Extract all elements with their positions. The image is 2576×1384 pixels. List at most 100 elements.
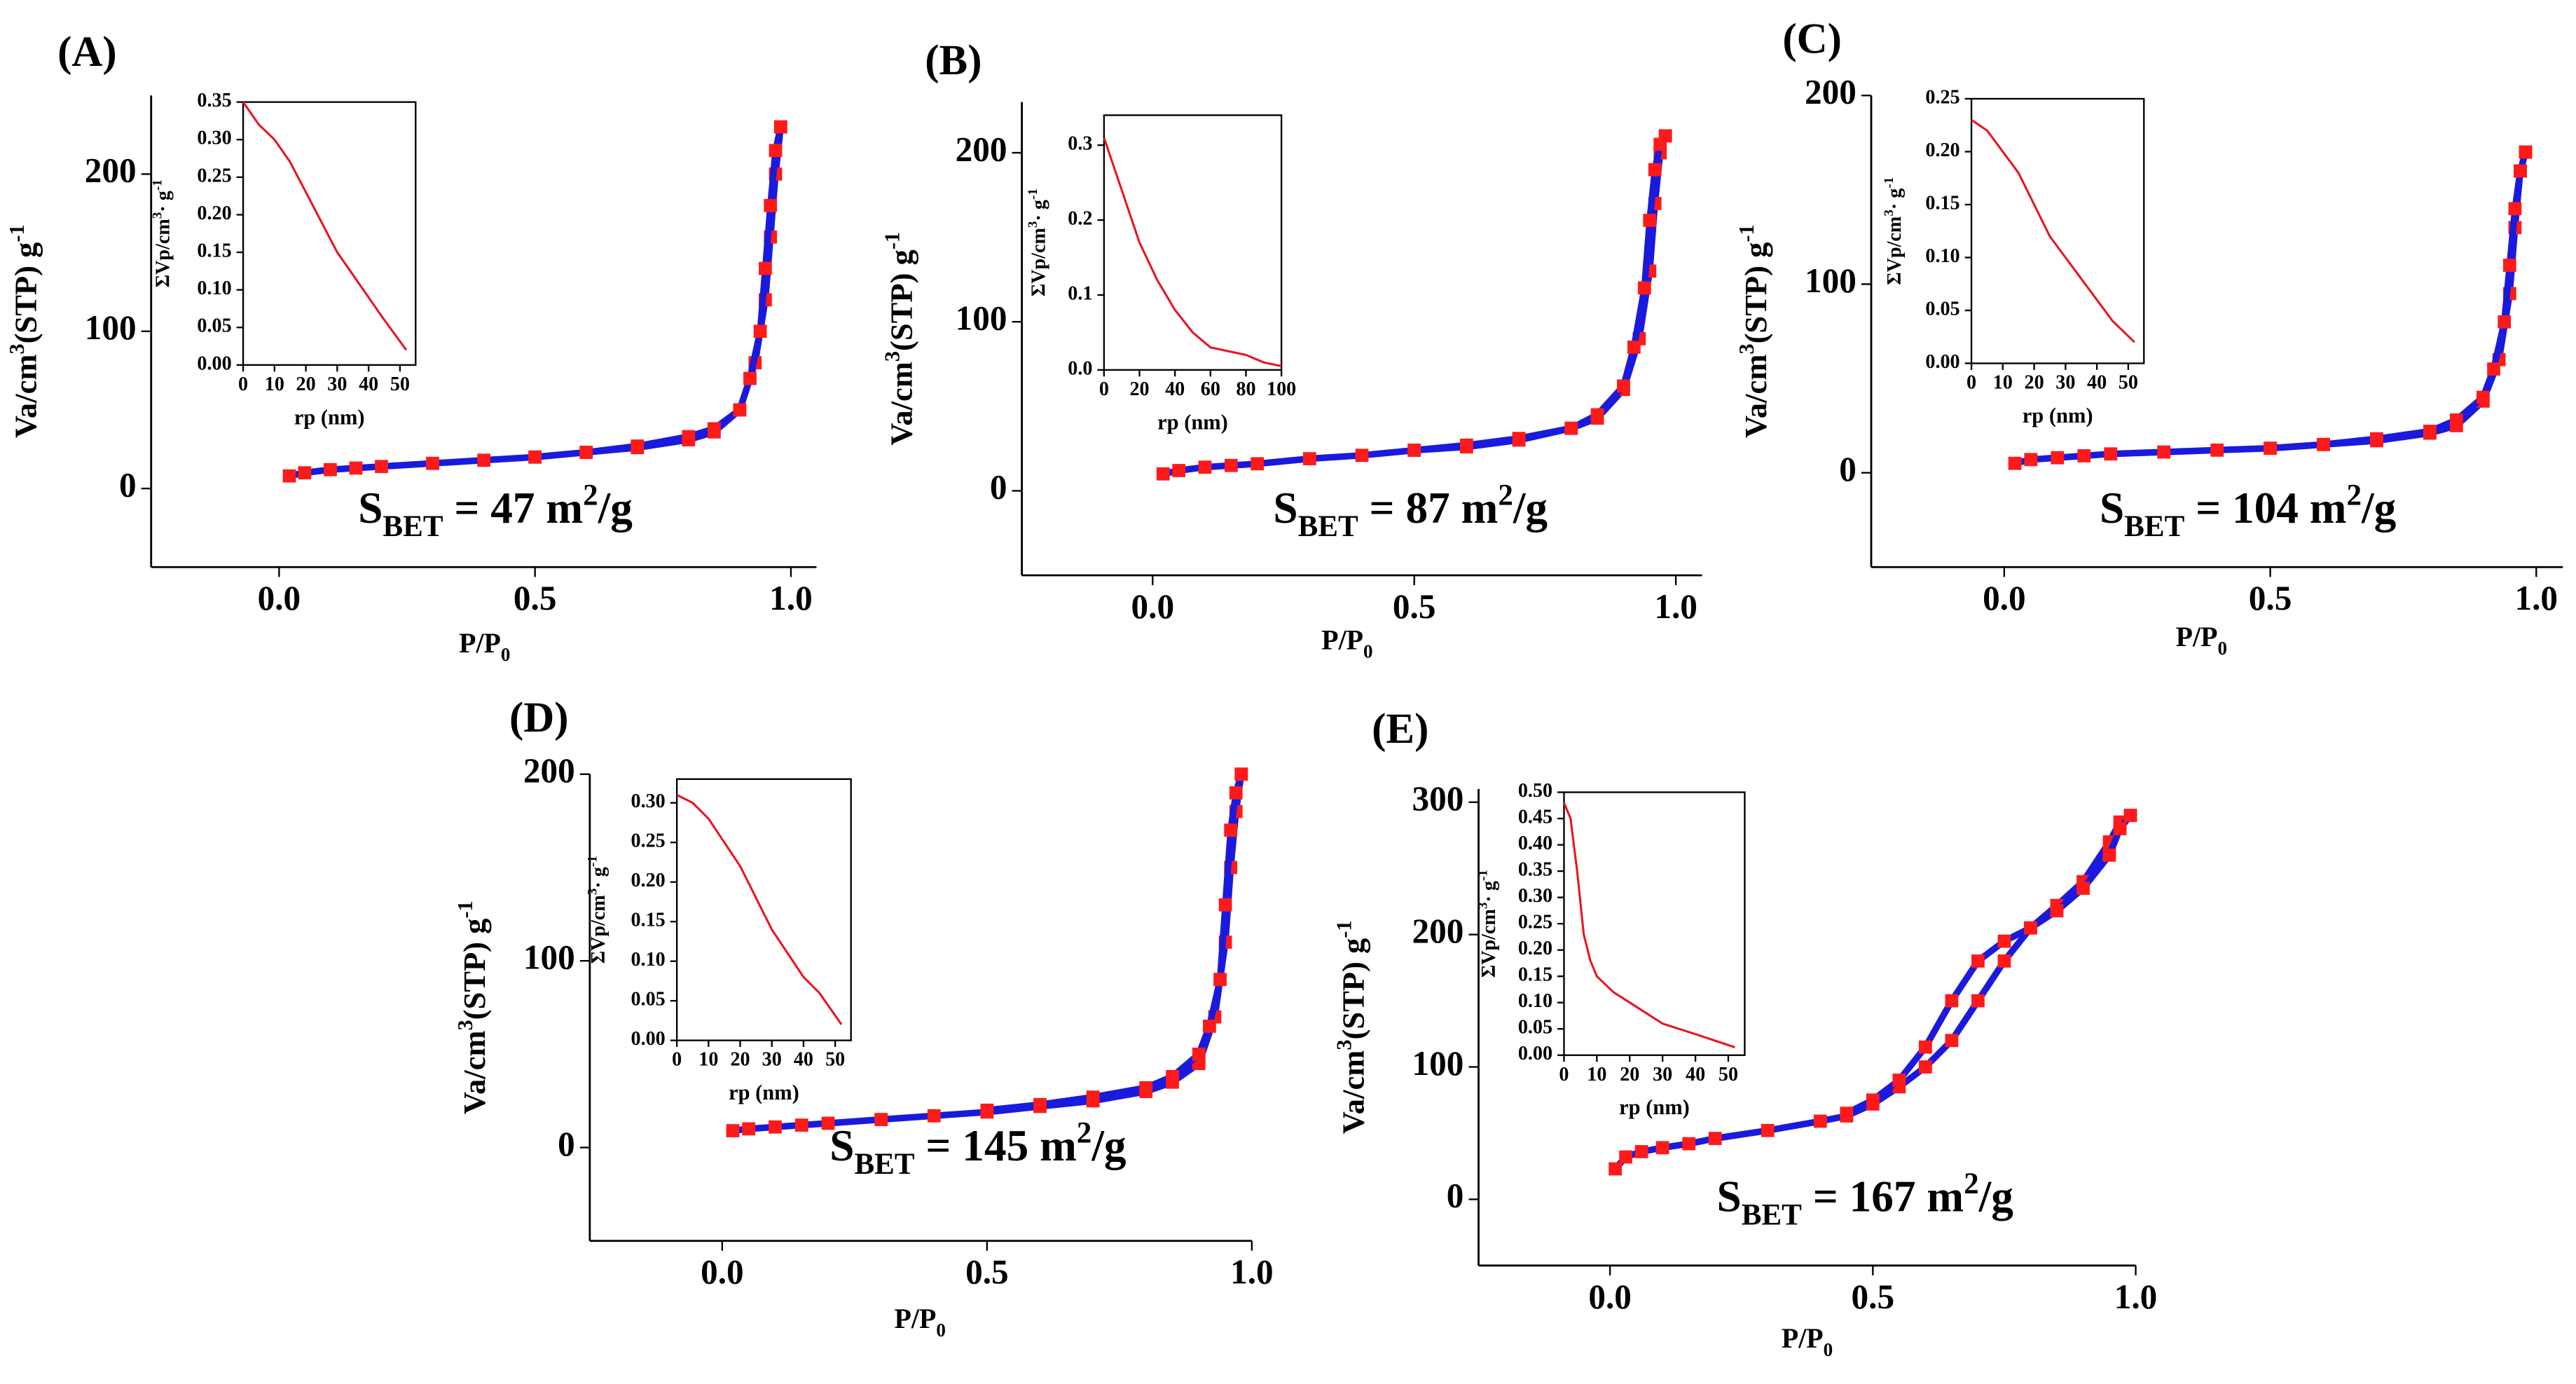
x-tick-label: 0	[1559, 1064, 1569, 1085]
distribution-line	[1971, 118, 2135, 343]
data-marker	[821, 1116, 835, 1130]
y-tick-label: 0.10	[197, 278, 231, 299]
y-axis-label-part: 3	[5, 343, 29, 354]
y-tick-label: 0.20	[1925, 139, 1959, 161]
data-marker	[733, 403, 747, 417]
data-marker	[1213, 973, 1227, 987]
annotation-part: BET	[1742, 1199, 1802, 1232]
annotation-part: S	[1273, 484, 1297, 533]
data-marker	[1655, 1141, 1669, 1155]
x-tick-label: 50	[2119, 372, 2138, 394]
data-marker	[769, 1120, 782, 1134]
x-axis-label: P/P0	[459, 627, 510, 665]
y-axis-label-part: Va/cm	[1738, 355, 1773, 439]
data-marker	[1617, 379, 1630, 393]
y-axis-label-part: ΣVp/cm	[1028, 228, 1049, 296]
data-marker	[2123, 809, 2137, 823]
y-axis-label-part: (STP) g	[1335, 938, 1370, 1040]
distribution-line	[1563, 802, 1735, 1048]
data-marker	[742, 1122, 756, 1136]
annotation-part: /g	[2361, 484, 2397, 533]
y-tick-label: 0.2	[1068, 208, 1092, 230]
y-axis-label-part: 3	[1026, 221, 1040, 228]
y-tick-label: 0	[990, 468, 1007, 507]
y-tick-label: 0.50	[1518, 780, 1552, 802]
y-tick-label: 0.00	[1518, 1043, 1552, 1064]
data-marker	[1156, 467, 1170, 481]
x-tick-label: 30	[2055, 372, 2075, 394]
data-marker	[759, 261, 772, 275]
x-axis-label: rp (nm)	[2023, 404, 2093, 427]
distribution-line	[1103, 137, 1282, 368]
y-tick-label: 0.35	[197, 90, 231, 111]
y-tick-label: 0.15	[1925, 192, 1959, 214]
y-axis-label-part: 3	[1735, 343, 1758, 354]
y-tick-label: 0.35	[1518, 859, 1552, 881]
data-marker	[1619, 1150, 1633, 1164]
data-marker	[2102, 848, 2116, 862]
panel-label: (D)	[509, 694, 569, 741]
data-marker	[2024, 453, 2038, 467]
data-marker	[426, 456, 439, 470]
y-tick-label: 0	[1839, 450, 1857, 488]
data-marker	[1512, 433, 1526, 447]
x-tick-label: 0.0	[1588, 1277, 1632, 1316]
y-axis-label-part: 3	[1332, 1040, 1356, 1050]
x-tick-label: 30	[1653, 1064, 1672, 1085]
x-axis-label-part: 0	[936, 1320, 946, 1341]
data-marker	[2508, 202, 2522, 216]
y-axis-label: Va/cm3(STP) g-1	[5, 224, 43, 438]
y-tick-label: 0.20	[631, 870, 666, 891]
y-tick-label: 200	[523, 751, 575, 790]
x-axis-label: rp (nm)	[1619, 1095, 1690, 1119]
data-marker	[1634, 1145, 1648, 1158]
x-tick-label: 40	[1165, 378, 1185, 400]
data-marker	[2498, 315, 2512, 329]
annotation-part: S	[2100, 484, 2124, 533]
y-tick-label: 0.00	[631, 1028, 666, 1050]
y-axis-label: ΣVp/cm3· g-1	[150, 179, 174, 287]
y-tick-label: 0.25	[631, 830, 666, 852]
x-axis-label: P/P0	[2176, 621, 2227, 659]
y-tick-label: 300	[1412, 779, 1464, 818]
y-tick-label: 100	[1412, 1044, 1464, 1083]
x-tick-label: 1.0	[1654, 587, 1697, 626]
annotation-part: = 145 m	[915, 1121, 1077, 1170]
data-marker	[477, 453, 490, 467]
isotherm-line	[1845, 813, 2133, 1116]
x-axis-label-part: rp (nm)	[1157, 410, 1228, 434]
y-axis-label-part: Va/cm	[457, 1031, 492, 1115]
data-marker	[1840, 1106, 1854, 1121]
data-marker	[1708, 1132, 1722, 1145]
y-tick-label: 0.00	[197, 352, 231, 374]
x-tick-label: 0	[672, 1049, 682, 1071]
y-tick-label: 0.20	[1518, 938, 1552, 959]
data-marker	[2157, 445, 2171, 459]
annotation: SBET = 104 m2/g	[2100, 479, 2397, 543]
x-axis-label-part: rp (nm)	[1619, 1095, 1690, 1119]
x-tick-label: 50	[825, 1049, 845, 1071]
inset-frame	[1563, 791, 1746, 1056]
x-axis-label: rp (nm)	[294, 405, 365, 429]
y-tick-label: 0	[1447, 1177, 1464, 1215]
x-tick-label: 0	[1099, 378, 1109, 400]
data-marker	[1139, 1081, 1153, 1095]
data-marker	[1460, 440, 1473, 454]
inset-frame	[1970, 97, 2145, 364]
y-axis-label-part: · g	[1884, 189, 1906, 210]
x-tick-label: 0	[1967, 372, 1976, 394]
y-tick-label: 0.1	[1068, 282, 1092, 304]
isotherm-line	[1613, 812, 2133, 1172]
data-marker	[1302, 452, 1316, 465]
data-marker	[1198, 460, 1212, 474]
y-tick-label: 0.05	[197, 315, 231, 337]
data-marker	[1627, 340, 1641, 354]
data-marker	[1971, 994, 1985, 1008]
x-tick-label: 20	[1620, 1064, 1639, 1085]
inset-frame	[1103, 114, 1283, 371]
data-marker	[1172, 464, 1186, 477]
annotation-part: BET	[854, 1148, 914, 1181]
y-axis-label-part: ΣVp/cm	[153, 219, 174, 287]
data-marker	[1609, 1162, 1623, 1176]
annotation-part: BET	[383, 510, 443, 543]
